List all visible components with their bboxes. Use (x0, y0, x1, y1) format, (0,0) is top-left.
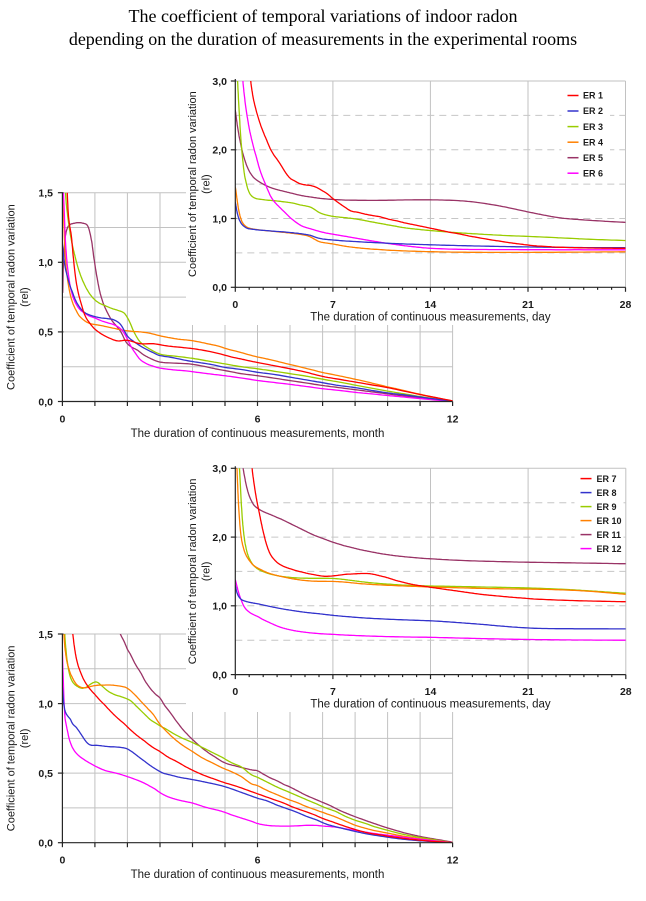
svg-text:The duration of continuous mea: The duration of continuous measurements,… (131, 428, 385, 440)
svg-text:1,5: 1,5 (38, 188, 53, 200)
svg-text:(rel): (rel) (19, 287, 31, 307)
svg-text:12: 12 (447, 855, 459, 867)
svg-text:ER 7: ER 7 (597, 474, 617, 484)
svg-text:ER 8: ER 8 (597, 488, 617, 498)
svg-text:28: 28 (620, 686, 632, 698)
svg-text:28: 28 (620, 299, 632, 311)
svg-text:0,0: 0,0 (212, 282, 227, 294)
svg-text:7: 7 (330, 686, 336, 698)
svg-text:ER 11: ER 11 (597, 530, 622, 540)
svg-text:2,0: 2,0 (212, 532, 227, 544)
svg-text:1,5: 1,5 (38, 629, 53, 641)
svg-text:1,0: 1,0 (38, 698, 53, 710)
svg-text:12: 12 (447, 414, 459, 426)
svg-text:1,0: 1,0 (38, 257, 53, 269)
svg-text:ER 3: ER 3 (583, 122, 603, 132)
svg-text:1,0: 1,0 (212, 213, 227, 225)
svg-text:The duration of continuous mea: The duration of continuous measurements,… (131, 869, 385, 881)
svg-text:6: 6 (255, 855, 261, 867)
svg-text:The coefficient of temporal va: The coefficient of temporal variations o… (128, 6, 517, 26)
svg-text:0: 0 (232, 299, 238, 311)
svg-text:Coefficient of temporal radon: Coefficient of temporal radon variation (6, 204, 18, 390)
svg-text:0,5: 0,5 (38, 327, 53, 339)
svg-text:(rel): (rel) (19, 729, 31, 749)
svg-text:3,0: 3,0 (212, 463, 227, 475)
svg-text:Coefficient of temporal radon: Coefficient of temporal radon variation (6, 646, 18, 832)
svg-text:Coefficient of temporal radon: Coefficient of temporal radon variation (187, 91, 199, 277)
svg-text:(rel): (rel) (201, 174, 213, 194)
svg-text:6: 6 (255, 414, 261, 426)
svg-text:The duration of continuous mea: The duration of continuous measurements,… (310, 699, 551, 711)
svg-text:0: 0 (232, 686, 238, 698)
svg-text:ER 10: ER 10 (597, 516, 622, 526)
svg-text:1,0: 1,0 (212, 601, 227, 613)
svg-text:3,0: 3,0 (212, 76, 227, 88)
svg-text:14: 14 (425, 299, 437, 311)
svg-text:ER 6: ER 6 (583, 168, 603, 178)
svg-text:0,0: 0,0 (38, 396, 53, 408)
svg-text:ER 1: ER 1 (583, 91, 603, 101)
svg-text:0: 0 (59, 855, 65, 867)
svg-text:ER 9: ER 9 (597, 502, 617, 512)
svg-text:depending on the duration of m: depending on the duration of measurement… (69, 29, 577, 49)
svg-text:ER 4: ER 4 (583, 137, 603, 147)
svg-text:The duration of continuous mea: The duration of continuous measurements,… (310, 311, 551, 323)
svg-text:ER 2: ER 2 (583, 106, 603, 116)
svg-text:2,0: 2,0 (212, 145, 227, 157)
svg-text:7: 7 (330, 299, 336, 311)
svg-text:0,0: 0,0 (38, 838, 53, 850)
svg-text:ER 5: ER 5 (583, 153, 603, 163)
svg-text:14: 14 (425, 686, 437, 698)
svg-text:21: 21 (522, 686, 534, 698)
svg-text:ER 12: ER 12 (597, 544, 622, 554)
svg-text:0,5: 0,5 (38, 768, 53, 780)
svg-text:Coefficient of temporal radon: Coefficient of temporal radon variation (187, 479, 199, 665)
svg-text:0,0: 0,0 (212, 669, 227, 681)
svg-text:0: 0 (59, 414, 65, 426)
svg-text:(rel): (rel) (201, 562, 213, 582)
svg-text:21: 21 (522, 299, 534, 311)
